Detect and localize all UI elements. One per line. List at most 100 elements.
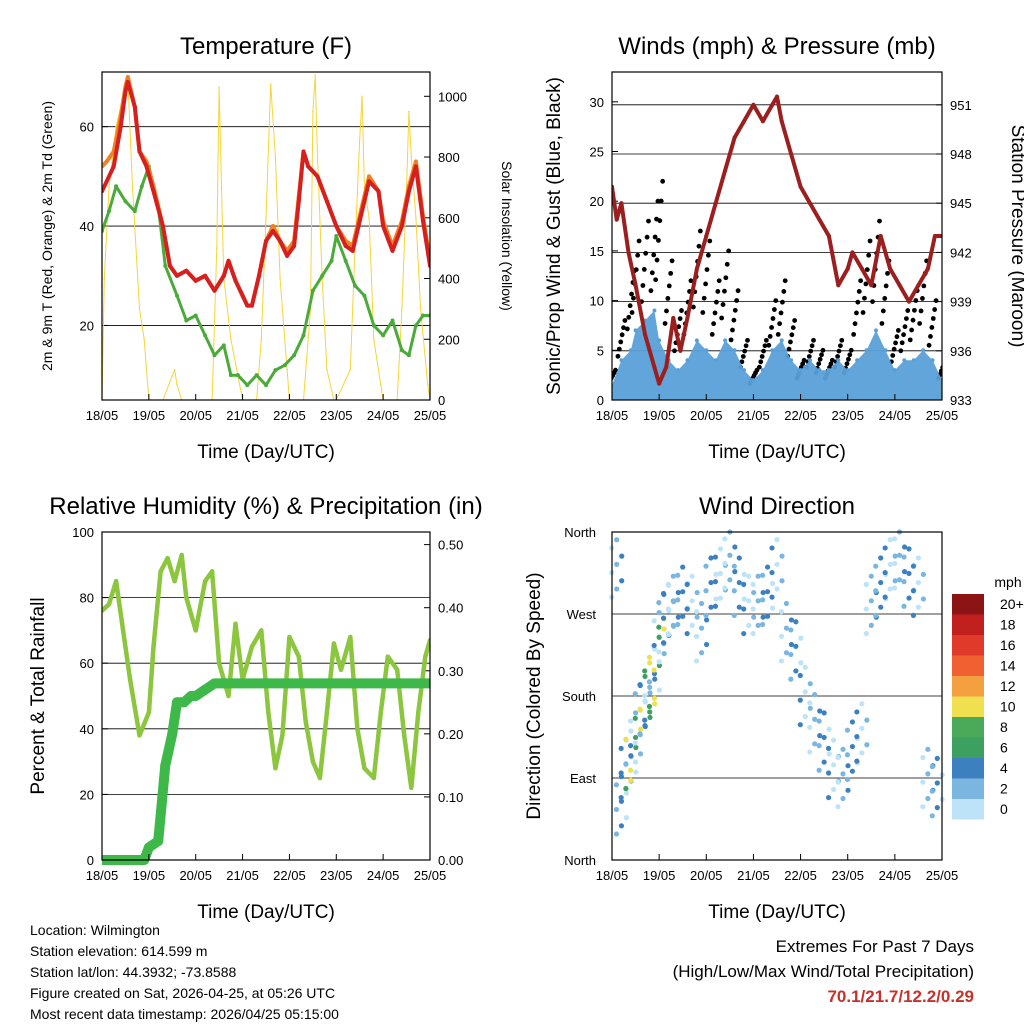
pressure-point-28 <box>836 283 841 288</box>
direction-point-39-7 <box>925 746 931 752</box>
extremes-box: Extremes For Past 7 Days (High/Low/Max W… <box>673 934 974 1009</box>
x-tick-label-3-3: 21/05 <box>737 868 770 883</box>
gust-point-13-3 <box>723 275 729 281</box>
legend-swatch-10 <box>952 799 984 820</box>
y-right-tick-label-0-4: 800 <box>438 150 460 165</box>
direction-point-36-5 <box>901 544 908 550</box>
gust-point-15-4 <box>743 343 749 349</box>
direction-point-23-7 <box>774 537 780 543</box>
gust-point-14-0 <box>728 337 734 343</box>
gust-point-22-5 <box>811 337 816 343</box>
humidity-point-15 <box>209 569 215 574</box>
gust-point-24-5 <box>829 357 835 363</box>
humidity-point-4 <box>127 677 133 682</box>
direction-point-9-3 <box>651 642 657 649</box>
direction-point-9-5 <box>661 626 667 632</box>
direction-point-9-7 <box>656 610 662 616</box>
legend-label-0: 20+ <box>1000 596 1024 612</box>
x-tick-label-2-2: 20/05 <box>179 868 212 883</box>
direction-point-35-3 <box>882 569 888 576</box>
data-point-0-3-6 <box>131 186 134 189</box>
gust-point-20-4 <box>790 325 796 331</box>
x-axis-label-3: Time (Day/UTC) <box>708 902 846 923</box>
gust-point-17-4 <box>762 343 768 349</box>
data-point-0-3-17 <box>216 247 218 249</box>
data-point-0-3-13 <box>176 384 178 386</box>
direction-point-25-1 <box>793 668 799 674</box>
direction-point-23-5 <box>779 553 785 559</box>
direction-point-38-6 <box>910 563 917 569</box>
wind-point-17 <box>760 368 765 373</box>
direction-point-2-6 <box>618 745 624 751</box>
wind-point-14 <box>732 348 737 353</box>
y-right-tick-label-1-4: 945 <box>950 196 972 211</box>
data-point-0-2-31 <box>371 323 376 328</box>
direction-point-16-0 <box>703 612 709 618</box>
gust-point-6-3 <box>657 218 663 224</box>
rainfall-point-13 <box>237 678 248 689</box>
wind-point-22 <box>808 358 812 363</box>
data-point-0-3-8 <box>143 338 145 341</box>
direction-point-28-5 <box>826 726 832 732</box>
data-point-0-2-3 <box>123 199 128 204</box>
data-point-0-2-17 <box>245 383 250 388</box>
direction-point-25-0 <box>788 676 794 682</box>
humidity-point-13 <box>193 628 198 633</box>
pressure-point-32 <box>869 283 874 288</box>
direction-point-17-3 <box>712 579 719 585</box>
direction-point-14-0 <box>684 630 690 637</box>
y-right-tick-label-2-4: 0.40 <box>438 601 463 616</box>
direction-point-14-2 <box>694 614 700 620</box>
direction-point-4-4 <box>632 734 639 741</box>
x-tick-label-0-7: 25/05 <box>414 408 447 423</box>
direction-point-7-0 <box>642 717 648 723</box>
x-tick-label-1-7: 25/05 <box>926 408 959 423</box>
direction-point-35-4 <box>887 561 893 567</box>
x-tick-label-2-0: 18/05 <box>86 868 119 883</box>
data-point-0-3-3 <box>115 125 117 128</box>
data-point-0-0-42 <box>399 224 404 229</box>
direction-point-4-0 <box>627 767 634 773</box>
wind-point-3 <box>633 328 638 333</box>
direction-point-23-0 <box>769 594 775 600</box>
legend-label-5: 10 <box>1000 699 1016 715</box>
direction-point-27-7 <box>812 692 818 698</box>
gust-point-26-4 <box>847 352 853 358</box>
legend-label-1: 18 <box>1000 617 1016 633</box>
direction-point-36-0 <box>891 585 898 591</box>
plot-frame-2 <box>101 531 431 861</box>
direction-point-18-3 <box>722 560 728 567</box>
direction-point-15-4 <box>698 625 705 631</box>
gust-point-35-4 <box>932 307 938 312</box>
pressure-point-8 <box>664 365 669 370</box>
gust-point-27-3 <box>855 299 861 305</box>
direction-point-12-5 <box>675 589 681 596</box>
gust-point-2-1 <box>626 314 632 320</box>
direction-point-36-4 <box>896 552 903 558</box>
wind-point-12 <box>713 358 718 363</box>
direction-point-21-0 <box>750 630 756 637</box>
y-right-tick-label-1-3: 942 <box>950 245 972 260</box>
direction-point-15-5 <box>703 617 710 623</box>
gust-point-7-0 <box>662 321 668 326</box>
direction-point-9-2 <box>661 651 667 657</box>
data-point-0-0-37 <box>357 219 362 224</box>
direction-point-40-0 <box>929 813 935 819</box>
gust-point-17-5 <box>763 337 769 343</box>
data-point-0-0-12 <box>174 273 179 278</box>
direction-point-16-3 <box>703 588 709 594</box>
pressure-point-7 <box>657 381 662 386</box>
data-point-0-0-29 <box>296 199 301 204</box>
wind-point-8 <box>676 368 680 373</box>
gust-point-15-1 <box>739 359 745 365</box>
pressure-point-39 <box>932 234 937 238</box>
direction-point-19-5 <box>741 571 747 577</box>
gust-point-12-4 <box>715 289 721 294</box>
data-point-0-3-27 <box>269 83 272 85</box>
direction-point-28-0 <box>816 767 822 773</box>
data-point-0-3-53 <box>408 110 410 113</box>
gust-point-33-1 <box>909 327 915 333</box>
y-axis-label-3: Direction (Colored By Speed) <box>524 572 545 819</box>
data-point-0-0-39 <box>376 189 381 194</box>
direction-point-14-4 <box>689 598 695 604</box>
